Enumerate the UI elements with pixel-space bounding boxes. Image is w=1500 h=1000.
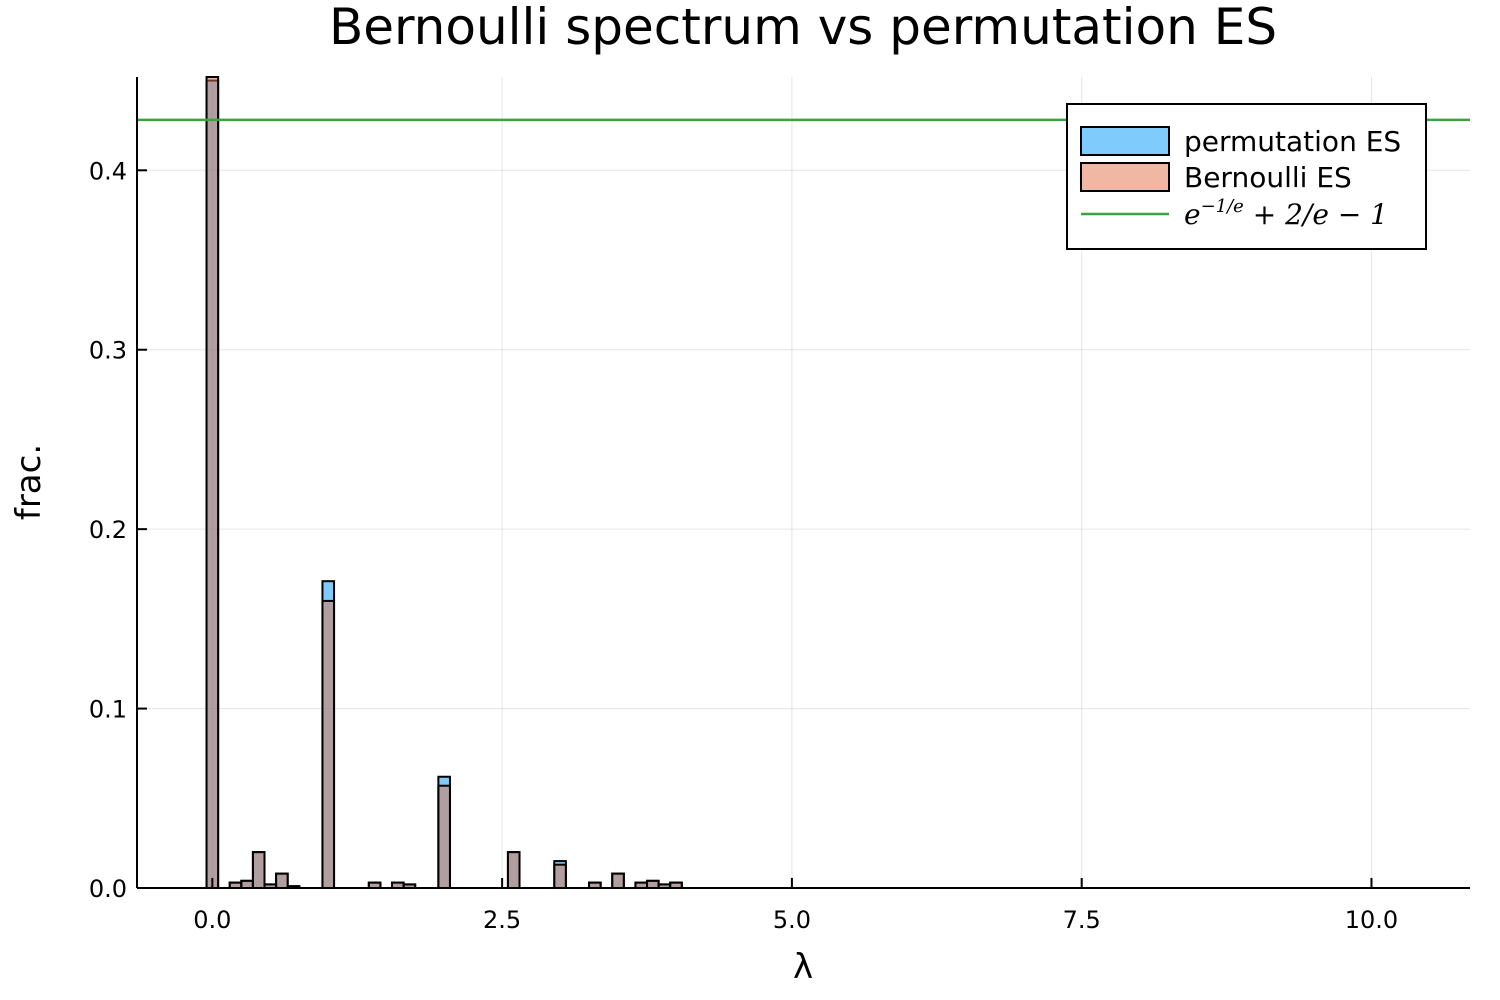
y-tick-label-3: 0.3 <box>89 337 127 365</box>
x-axis-label: λ <box>793 947 813 987</box>
y-tick-label-0: 0.0 <box>89 875 127 903</box>
legend-math-base: e <box>1184 198 1201 231</box>
bar-series-1-5 <box>275 872 289 889</box>
bar-series-1-7 <box>321 599 336 889</box>
tick-labels: 0.0 2.5 5.0 7.5 10.0 0.0 0.1 0.2 0.3 0.4 <box>89 157 1398 934</box>
bar-series-1-0 <box>205 76 220 889</box>
bar-series-1-2 <box>240 879 254 889</box>
y-tick-label-1: 0.1 <box>89 696 127 724</box>
legend-label-1: Bernoulli ES <box>1184 161 1352 194</box>
bar-series-1-11 <box>437 784 451 890</box>
chart-title: Bernoulli spectrum vs permutation ES <box>329 0 1277 56</box>
y-tick-label-4: 0.4 <box>89 157 127 185</box>
bar-series-1-13 <box>553 863 567 890</box>
x-tick-label-3: 7.5 <box>1063 906 1101 934</box>
legend-math-superscript: −1/e <box>1201 196 1244 217</box>
legend-label-0: permutation ES <box>1184 125 1401 158</box>
x-tick-label-4: 10.0 <box>1345 906 1398 934</box>
y-tick-label-2: 0.2 <box>89 516 127 544</box>
legend-swatch-0 <box>1080 126 1170 156</box>
bar-series-1-15 <box>611 872 625 889</box>
x-tick-label-0: 0.0 <box>193 906 231 934</box>
y-axis-label: frac. <box>9 444 49 520</box>
legend-math-rest: + 2/e − 1 <box>1244 198 1388 231</box>
axes <box>136 77 1470 889</box>
bar-series-1-17 <box>646 879 660 889</box>
legend-label-reference-line: e−1/e + 2/e − 1 <box>1184 196 1388 231</box>
x-tick-label-2: 5.0 <box>773 906 811 934</box>
legend-swatch-1 <box>1080 162 1170 192</box>
bar-series-1-3 <box>251 851 266 890</box>
x-tick-label-1: 2.5 <box>483 906 521 934</box>
bar-series-1-12 <box>506 851 521 890</box>
